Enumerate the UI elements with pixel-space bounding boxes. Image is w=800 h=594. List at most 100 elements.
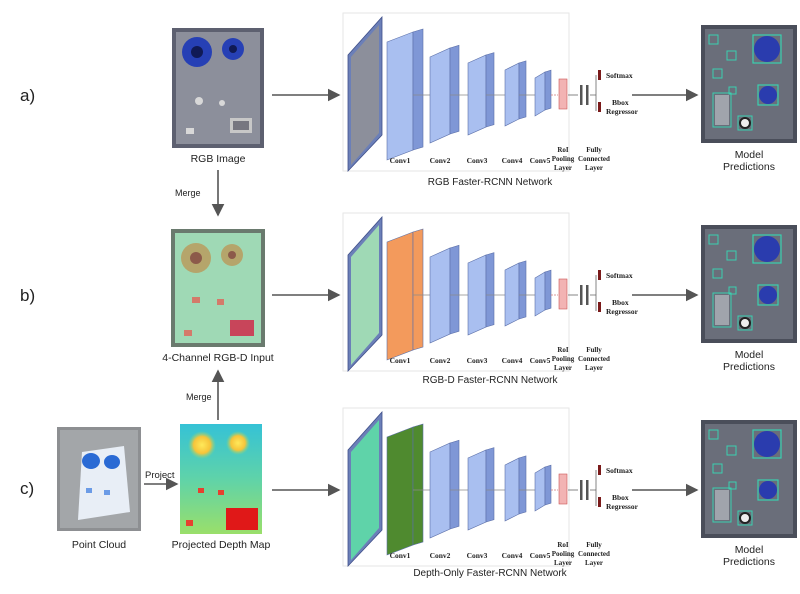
prediction-image xyxy=(701,25,797,143)
roi-label-line: Pooling xyxy=(552,550,575,558)
fc-bar-1 xyxy=(580,480,583,500)
pred-connector xyxy=(715,490,729,520)
prediction-image xyxy=(701,225,797,343)
roi-label-line: Pooling xyxy=(552,355,575,363)
row-label-c: c) xyxy=(20,479,34,498)
pred-knob-large xyxy=(754,236,780,262)
network-row-1: Conv1 Conv2 Conv3 Conv4 Conv5RoIPoolingLayer… xyxy=(342,212,797,386)
prediction-caption-line: Model xyxy=(735,149,764,161)
pred-knob-large xyxy=(754,431,780,457)
network-row-2: Conv1 Conv2 Conv3 Conv4 Conv5RoIPoolingLayer… xyxy=(342,407,797,579)
fc-label-line: Layer xyxy=(585,559,603,567)
conv-layer-4-side xyxy=(518,260,527,320)
detection-box xyxy=(737,315,753,331)
conv-layer-1-side xyxy=(412,28,424,151)
detection-box xyxy=(712,268,723,279)
network-caption: RGB Faster-RCNN Network xyxy=(428,177,553,188)
row-label-a: a) xyxy=(20,86,35,105)
conv-layer-4 xyxy=(504,262,520,327)
depth-map-caption: Projected Depth Map xyxy=(172,539,271,551)
rgb-image-caption: RGB Image xyxy=(191,153,246,165)
pred-knob-small xyxy=(759,481,777,499)
detection-box xyxy=(752,234,782,264)
roi-label-line: RoI xyxy=(557,146,569,154)
prediction-image xyxy=(701,420,797,538)
network-input-thumb xyxy=(351,25,379,165)
pred-knob-large xyxy=(754,36,780,62)
network-input-thumb xyxy=(351,420,379,560)
conv-label-4: Conv4 xyxy=(502,156,523,165)
fc-label-line: Connected xyxy=(578,155,610,163)
conv-layer-3 xyxy=(467,254,487,336)
detection-box xyxy=(728,286,737,295)
head-split xyxy=(590,275,597,311)
softmax-label: Softmax xyxy=(606,466,633,475)
bbox-label-line: Regressor xyxy=(606,107,639,116)
conv-layer-5-side xyxy=(544,464,552,506)
softmax-label: Softmax xyxy=(606,71,633,80)
detection-box xyxy=(728,86,737,95)
conv-layer-1 xyxy=(386,31,414,161)
roi-pooling-block xyxy=(558,78,568,110)
head-split xyxy=(590,470,597,506)
conv-label-2: Conv2 xyxy=(430,356,451,365)
pred-ring xyxy=(739,512,751,524)
conv-label-5: Conv5 xyxy=(530,356,551,365)
point-cloud-image xyxy=(57,427,141,531)
detection-box xyxy=(712,68,723,79)
project-label: Project xyxy=(145,470,175,481)
detection-box xyxy=(726,250,737,261)
bbox-bar xyxy=(598,497,601,507)
detection-box xyxy=(757,84,779,106)
detection-box xyxy=(708,234,719,245)
roi-label-line: Pooling xyxy=(552,155,575,163)
conv-layer-1-side xyxy=(412,423,424,546)
pred-knob-small xyxy=(759,86,777,104)
softmax-bar xyxy=(598,270,601,280)
detection-box xyxy=(712,487,732,523)
rgbd-input-caption: 4-Channel RGB-D Input xyxy=(162,352,274,364)
conv-layer-5 xyxy=(534,71,546,117)
conv-layer-3 xyxy=(467,449,487,531)
network-caption: Depth-Only Faster-RCNN Network xyxy=(413,568,567,579)
conv-label-4: Conv4 xyxy=(502,356,523,365)
conv-label-5: Conv5 xyxy=(530,551,551,560)
pred-connector xyxy=(715,295,729,325)
softmax-label: Softmax xyxy=(606,271,633,280)
fc-bar-2 xyxy=(586,285,589,305)
conv-layer-3 xyxy=(467,54,487,136)
fc-label-line: Layer xyxy=(585,164,603,172)
detection-box xyxy=(752,429,782,459)
roi-label-line: Layer xyxy=(554,364,572,372)
roi-label-line: RoI xyxy=(557,346,569,354)
detection-box xyxy=(726,445,737,456)
depth-map-image xyxy=(180,424,262,534)
merge-label-top: Merge xyxy=(175,188,201,198)
roi-pooling-block xyxy=(558,278,568,310)
conv-layer-1 xyxy=(386,231,414,361)
bbox-label-line: Bbox xyxy=(612,98,629,107)
conv-label-1: Conv1 xyxy=(390,356,411,365)
detection-box xyxy=(757,479,779,501)
fc-bar-1 xyxy=(580,285,583,305)
conv-layer-4 xyxy=(504,457,520,522)
row-label-b: b) xyxy=(20,286,35,305)
fc-bar-2 xyxy=(586,480,589,500)
conv-layer-3-side xyxy=(485,252,495,328)
conv-layer-5-side xyxy=(544,269,552,311)
conv-layer-1 xyxy=(386,426,414,556)
detection-box xyxy=(712,463,723,474)
detection-box xyxy=(726,50,737,61)
conv-layer-4-side xyxy=(518,60,527,120)
bbox-label-line: Bbox xyxy=(612,298,629,307)
fc-label-line: Connected xyxy=(578,550,610,558)
prediction-caption-line: Predictions xyxy=(723,161,775,173)
rgb-image xyxy=(172,28,264,148)
detection-box xyxy=(708,34,719,45)
conv-label-3: Conv3 xyxy=(467,156,488,165)
conv-layer-2-side xyxy=(449,44,460,135)
bbox-label-line: Regressor xyxy=(606,307,639,316)
conv-label-2: Conv2 xyxy=(430,156,451,165)
detection-box xyxy=(728,481,737,490)
